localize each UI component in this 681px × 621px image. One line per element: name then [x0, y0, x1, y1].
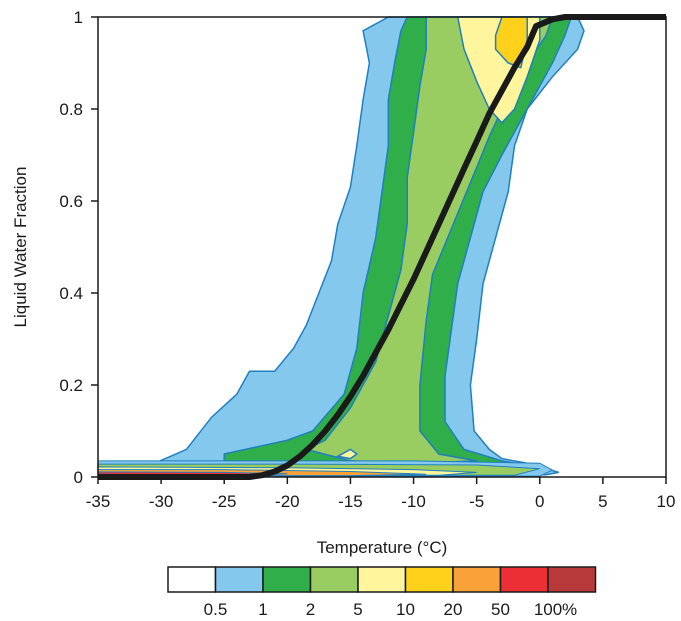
- colorbar-level-label: 50: [491, 600, 510, 619]
- y-tick-label: 1: [74, 8, 83, 27]
- x-tick-label: -20: [275, 492, 300, 511]
- x-tick-label: -25: [212, 492, 237, 511]
- colorbar-legend: 0.5 1 2 5 10 20 50 100%: [167, 566, 597, 619]
- colorbar-swatch: [547, 566, 597, 593]
- colorbar-unit-label: %: [562, 600, 577, 619]
- x-tick-label: 0: [535, 492, 544, 511]
- y-axis-title: Liquid Water Fraction: [11, 167, 30, 328]
- x-tick-label: -15: [338, 492, 363, 511]
- y-tick-label: 0.4: [59, 284, 83, 303]
- y-axis: 0 0.2 0.4 0.6 0.8 1: [59, 8, 98, 487]
- x-tick-label: -10: [401, 492, 426, 511]
- colorbar-swatch: [214, 566, 264, 593]
- colorbar-level-label: 5: [353, 600, 362, 619]
- fit-curve-line: [98, 14, 666, 480]
- x-tick-label: -35: [86, 492, 111, 511]
- x-tick-label: 10: [657, 492, 676, 511]
- y-tick-label: 0.6: [59, 192, 83, 211]
- x-tick-label: -30: [149, 492, 174, 511]
- colorbar-level-label: 1: [258, 600, 267, 619]
- x-tick-label: 5: [598, 492, 607, 511]
- colorbar-swatch: [309, 566, 359, 593]
- colorbar-swatch: [167, 566, 217, 593]
- x-axis: -35 -30 -25 -20 -15 -10 -5 0 5 10: [86, 477, 676, 511]
- colorbar-level-label: 20: [444, 600, 463, 619]
- colorbar-swatch: [499, 566, 549, 593]
- y-tick-label: 0.2: [59, 376, 83, 395]
- y-tick-label: 0: [74, 468, 83, 487]
- x-axis-title: Temperature (°C): [317, 538, 448, 557]
- colorbar-swatch: [357, 566, 407, 593]
- colorbar-level-label: 10: [396, 600, 415, 619]
- colorbar-swatch: [262, 566, 312, 593]
- colorbar-swatch: [452, 566, 502, 593]
- colorbar-level-label: 0.5: [204, 600, 228, 619]
- colorbar-level-label: 2: [306, 600, 315, 619]
- colorbar-level-label: 100: [534, 600, 562, 619]
- x-tick-label: -5: [469, 492, 484, 511]
- y-tick-label: 0.8: [59, 100, 83, 119]
- colorbar-swatch: [404, 566, 454, 593]
- bottom-bands-layer: [97, 460, 554, 477]
- plot-frame: [97, 16, 667, 478]
- contour-region-5b: [335, 448, 359, 460]
